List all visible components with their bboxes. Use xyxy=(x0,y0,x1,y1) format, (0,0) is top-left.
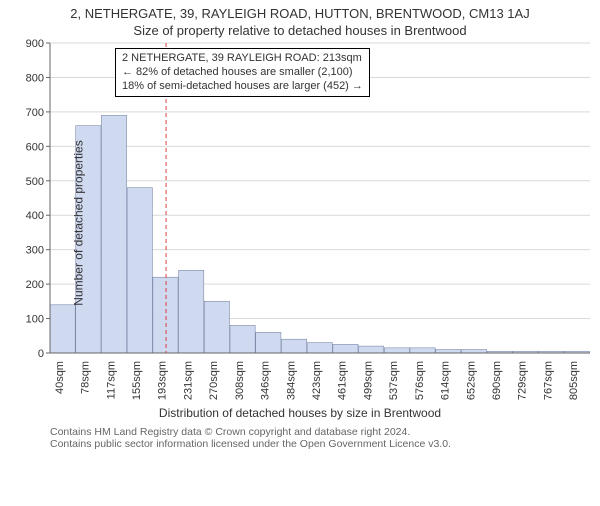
svg-text:200: 200 xyxy=(26,279,44,291)
svg-text:346sqm: 346sqm xyxy=(260,361,272,400)
annotation-line: 2 NETHERGATE, 39 RAYLEIGH ROAD: 213sqm xyxy=(122,52,363,66)
svg-text:500: 500 xyxy=(26,176,44,188)
marker-annotation: 2 NETHERGATE, 39 RAYLEIGH ROAD: 213sqm ←… xyxy=(115,48,370,97)
svg-text:193sqm: 193sqm xyxy=(157,361,169,400)
svg-text:231sqm: 231sqm xyxy=(182,361,194,400)
svg-text:78sqm: 78sqm xyxy=(80,361,92,394)
svg-text:900: 900 xyxy=(26,38,44,50)
svg-text:537sqm: 537sqm xyxy=(388,361,400,400)
footer-line: Contains public sector information licen… xyxy=(50,438,590,450)
svg-text:499sqm: 499sqm xyxy=(362,361,374,400)
svg-text:600: 600 xyxy=(26,141,44,153)
page-subtitle: Size of property relative to detached ho… xyxy=(0,23,600,38)
page-title: 2, NETHERGATE, 39, RAYLEIGH ROAD, HUTTON… xyxy=(0,6,600,21)
svg-text:729sqm: 729sqm xyxy=(517,361,529,400)
svg-text:100: 100 xyxy=(26,314,44,326)
svg-text:270sqm: 270sqm xyxy=(208,361,220,400)
svg-text:767sqm: 767sqm xyxy=(542,361,554,400)
svg-text:300: 300 xyxy=(26,245,44,257)
annotation-line: 18% of semi-detached houses are larger (… xyxy=(122,80,363,94)
svg-text:576sqm: 576sqm xyxy=(414,361,426,400)
svg-text:117sqm: 117sqm xyxy=(105,361,117,399)
svg-text:400: 400 xyxy=(26,210,44,222)
x-axis-label: Distribution of detached houses by size … xyxy=(0,406,600,420)
svg-text:805sqm: 805sqm xyxy=(568,361,580,400)
svg-text:690sqm: 690sqm xyxy=(491,361,503,400)
svg-text:0: 0 xyxy=(38,348,44,360)
svg-text:614sqm: 614sqm xyxy=(440,361,452,400)
svg-text:423sqm: 423sqm xyxy=(311,361,323,400)
svg-text:800: 800 xyxy=(26,72,44,84)
svg-text:384sqm: 384sqm xyxy=(285,361,297,400)
svg-text:461sqm: 461sqm xyxy=(337,361,349,400)
attribution-footer: Contains HM Land Registry data © Crown c… xyxy=(0,420,600,450)
svg-text:40sqm: 40sqm xyxy=(54,361,66,394)
chart-container: Number of detached properties 0 100 200 300… xyxy=(0,38,600,408)
svg-text:700: 700 xyxy=(26,107,44,119)
annotation-line: ← 82% of detached houses are smaller (2,… xyxy=(122,66,363,80)
svg-text:652sqm: 652sqm xyxy=(465,361,477,400)
svg-text:308sqm: 308sqm xyxy=(234,361,246,400)
footer-line: Contains HM Land Registry data © Crown c… xyxy=(50,426,590,438)
y-axis-label: Number of detached properties xyxy=(72,140,86,305)
svg-text:155sqm: 155sqm xyxy=(131,361,143,400)
